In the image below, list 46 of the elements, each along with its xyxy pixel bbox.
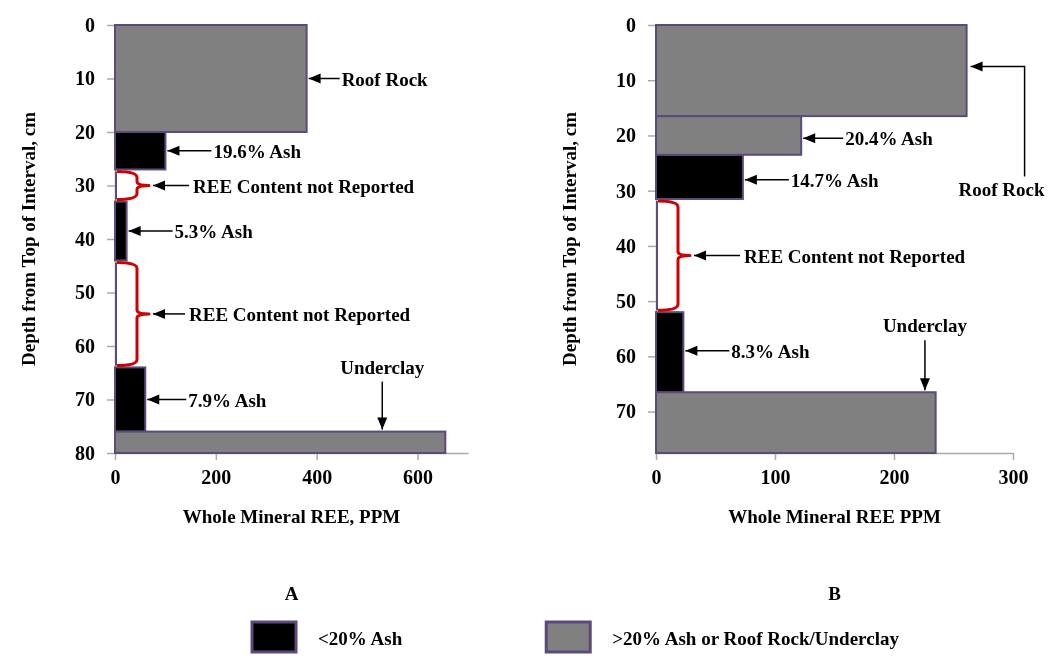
annotation: Underclay xyxy=(882,315,968,337)
annotation: Roof Rock xyxy=(341,68,429,90)
legend-label: <20% Ash xyxy=(318,628,403,649)
y-tick-label: 10 xyxy=(616,69,636,92)
y-tick-label: 60 xyxy=(75,334,95,357)
annotation: 14.7% Ash xyxy=(790,169,879,191)
y-tick-label: 20 xyxy=(75,120,95,143)
annotation: REE Content not Reported xyxy=(193,175,415,197)
y-tick-label: 0 xyxy=(85,13,95,36)
text: B xyxy=(828,583,842,604)
y-tick-label: 80 xyxy=(75,441,95,464)
y-axis-title: Depth from Top of Interval, cm xyxy=(559,111,580,367)
legend-label: >20% Ash or Roof Rock/Underclay xyxy=(612,628,900,649)
annotation: 7.9% Ash xyxy=(188,389,267,411)
y-tick-label: 70 xyxy=(616,400,636,423)
x-tick-label: 600 xyxy=(403,466,434,489)
x-axis-title: Whole Mineral REE, PPM xyxy=(182,506,401,527)
x-axis-title: Whole Mineral REE PPM xyxy=(728,506,941,527)
x-tick-label: 0 xyxy=(110,466,121,489)
y-tick-label: 60 xyxy=(616,345,636,368)
annotation: 19.6% Ash xyxy=(213,140,302,162)
x-tick-label: 300 xyxy=(998,466,1029,489)
annotation: Underclay xyxy=(340,356,425,378)
annotation: REE Content not Reported xyxy=(189,303,411,325)
y-tick-label: 70 xyxy=(75,388,95,411)
annotation: 8.3% Ash xyxy=(731,340,810,362)
text: A xyxy=(284,583,299,604)
y-tick-label: 50 xyxy=(75,281,95,304)
annotation: REE Content not Reported xyxy=(744,245,966,267)
annotation: Roof Rock xyxy=(958,179,1046,201)
y-tick-label: 30 xyxy=(75,174,95,197)
y-tick-label: 10 xyxy=(75,67,95,90)
y-tick-label: 50 xyxy=(616,290,636,313)
y-tick-label: 40 xyxy=(616,234,636,257)
annotation: 5.3% Ash xyxy=(174,220,254,242)
x-tick-label: 100 xyxy=(760,466,791,489)
y-tick-label: 0 xyxy=(626,13,636,36)
x-tick-label: 0 xyxy=(651,466,662,489)
y-tick-label: 30 xyxy=(616,179,636,202)
y-axis-title: Depth from Top of Interval, cm xyxy=(18,111,39,367)
x-tick-label: 200 xyxy=(879,466,910,489)
y-tick-label: 20 xyxy=(616,124,636,147)
x-tick-label: 200 xyxy=(201,466,232,489)
annotation: 20.4% Ash xyxy=(845,128,934,150)
y-tick-label: 40 xyxy=(75,227,95,250)
x-tick-label: 400 xyxy=(302,466,333,489)
